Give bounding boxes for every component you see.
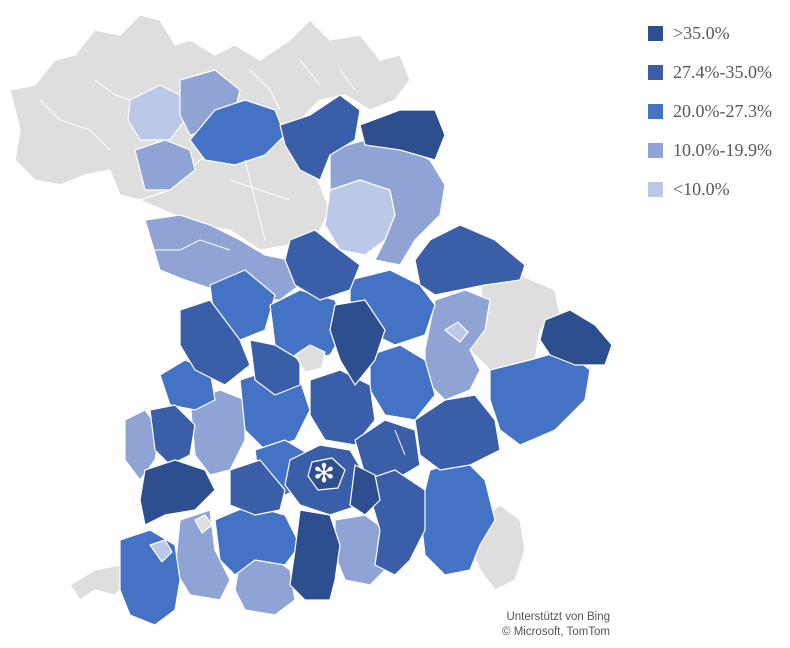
region-city-munich[interactable] — [307, 457, 346, 491]
legend-swatch — [648, 104, 663, 119]
region-27to35-central-a[interactable] — [249, 339, 301, 396]
legend-label: <10.0% — [673, 179, 730, 199]
region-10to20-southwest-b[interactable] — [189, 389, 246, 476]
region-gt35-munich-east[interactable] — [349, 464, 381, 516]
region-20to27-mid-east[interactable] — [369, 344, 436, 421]
legend-swatch — [648, 26, 663, 41]
region-city-west[interactable] — [194, 514, 213, 534]
legend-item[interactable]: <10.0% — [648, 178, 772, 201]
region-20to27-east[interactable] — [489, 349, 591, 446]
legend-label: 10.0%-19.9% — [673, 140, 772, 160]
legend-item[interactable]: >35.0% — [648, 22, 772, 45]
legend-label: 20.0%-27.3% — [673, 101, 772, 121]
region-gt35-southwest[interactable] — [139, 459, 216, 526]
attribution-line: © Microsoft, TomTom — [502, 626, 610, 638]
region-10to20-north-b[interactable] — [134, 139, 196, 191]
region-20to27-southwest[interactable] — [119, 529, 181, 626]
region-city-southwest[interactable] — [149, 539, 173, 563]
map-attribution: Unterstützt von Bing © Microsoft, TomTom — [500, 610, 610, 640]
legend-swatch — [648, 182, 663, 197]
district-borders — [39, 59, 406, 521]
region-27to35-south-b[interactable] — [364, 469, 426, 576]
region-gt35-center[interactable] — [329, 299, 386, 386]
region-27to35-west-south[interactable] — [149, 404, 196, 466]
region-10to20-southwest-a[interactable] — [124, 409, 161, 481]
legend-item[interactable]: 27.4%-35.0% — [648, 61, 772, 84]
attribution-line: Unterstützt von Bing — [506, 611, 610, 623]
legend: >35.0% 27.4%-35.0% 20.0%-27.3% 10.0%-19.… — [648, 22, 772, 217]
region-gt35-northeast[interactable] — [359, 109, 446, 161]
region-city-east[interactable] — [444, 321, 469, 343]
region-27to35-east-north[interactable] — [414, 224, 526, 296]
region-27to35-central-b[interactable] — [309, 369, 376, 446]
region-27to35-east-mid[interactable] — [414, 394, 501, 471]
legend-label: 27.4%-35.0% — [673, 62, 772, 82]
region-gt35-south[interactable] — [289, 509, 341, 601]
region-city-center-north[interactable] — [294, 344, 326, 373]
region-lt10-northwest[interactable] — [127, 84, 186, 141]
legend-item[interactable]: 20.0%-27.3% — [648, 100, 772, 123]
legend-swatch — [648, 65, 663, 80]
region-27to35-north-central[interactable] — [284, 229, 361, 301]
legend-label: >35.0% — [673, 23, 730, 43]
region-gt35-east[interactable] — [539, 309, 613, 366]
region-27to35-west[interactable] — [179, 299, 251, 386]
asterisk-icon: ✻ — [313, 459, 335, 489]
legend-item[interactable]: 10.0%-19.9% — [648, 139, 772, 162]
legend-swatch — [648, 143, 663, 158]
region-27to35-north[interactable] — [279, 94, 361, 181]
